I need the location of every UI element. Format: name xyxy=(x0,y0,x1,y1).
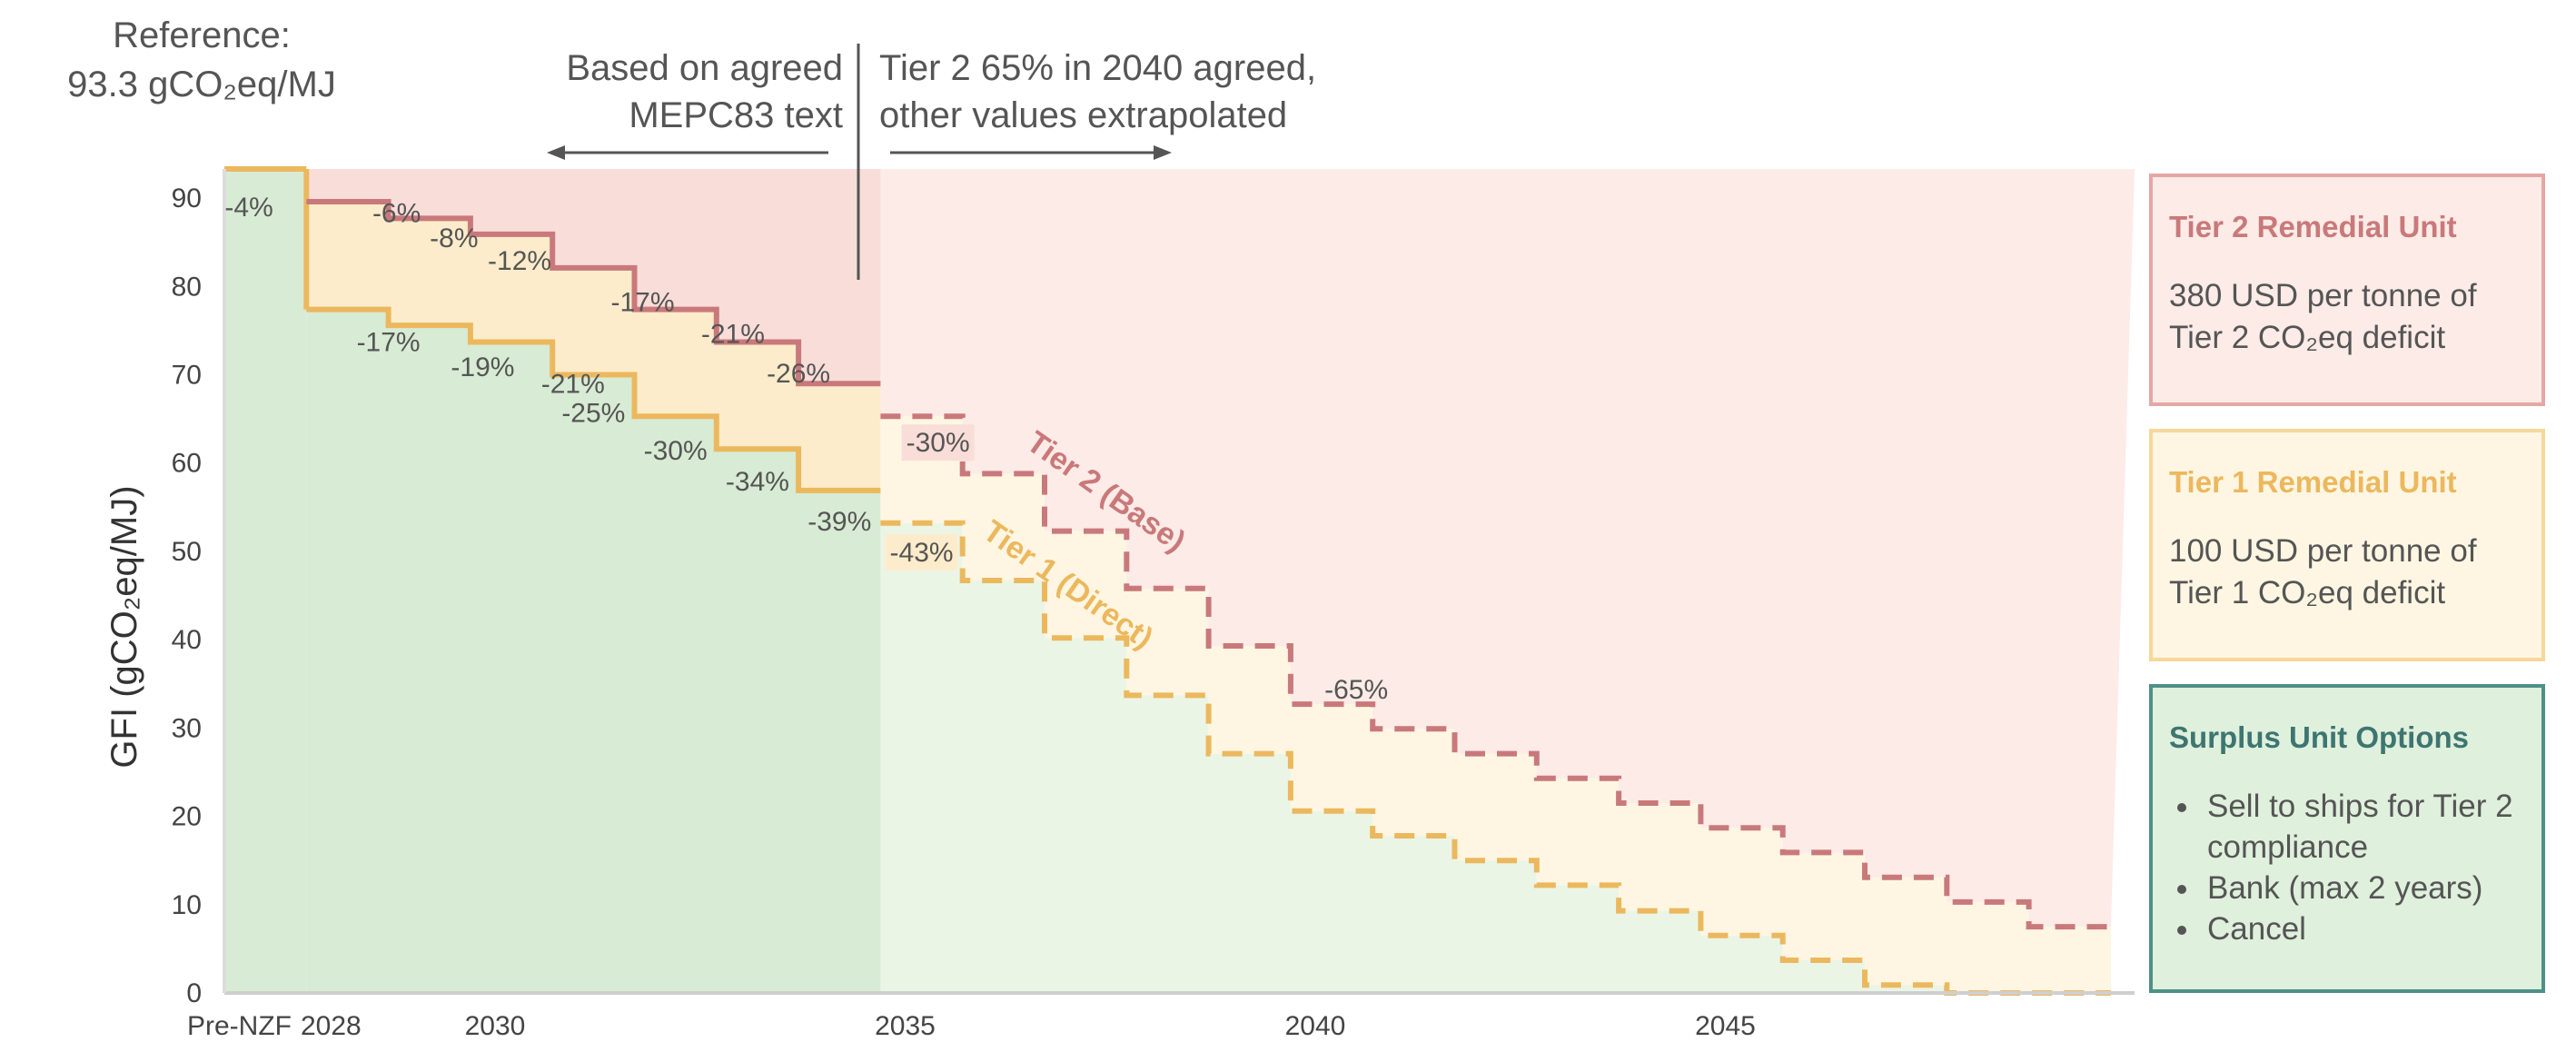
tier2-reduction-label: -8% xyxy=(430,223,478,253)
tier2-panel-title: Tier 2 Remedial Unit xyxy=(2169,210,2457,243)
y-tick-label: 70 xyxy=(172,361,202,391)
tier-lines xyxy=(224,166,2111,996)
tier1-reduction-label: -19% xyxy=(451,352,514,382)
tier1-reduction-label: -17% xyxy=(357,328,421,358)
tier2-reduction-label: -12% xyxy=(488,246,551,276)
tier1-line-extrapolated xyxy=(880,520,2111,996)
x-tick-label: 2035 xyxy=(875,1011,936,1041)
y-tick-label: 0 xyxy=(186,978,202,1008)
reference-label-line2: 93.3 gCO₂eq/MJ xyxy=(67,65,336,104)
surplus-panel-title: Surplus Unit Options xyxy=(2169,720,2469,754)
tier2-zone-agreed xyxy=(306,169,881,384)
tier2-remedial-panel: Tier 2 Remedial Unit 380 USD per tonne o… xyxy=(2149,174,2545,406)
tier1-zone-extrapolated xyxy=(880,416,2111,993)
tier1-reduction-label: -39% xyxy=(807,507,871,537)
surplus-zone-agreed xyxy=(306,309,881,994)
y-tick-label: 50 xyxy=(172,537,202,567)
compliance-zones xyxy=(224,169,2135,994)
tier2-line-agreed xyxy=(306,199,881,387)
y-tick-label: 30 xyxy=(172,713,202,743)
x-tick-label: Pre-NZF xyxy=(187,1011,292,1041)
tier2-reduction-label: -6% xyxy=(372,198,421,228)
x-tick-label: 2040 xyxy=(1285,1011,1346,1041)
surplus-option-item: Bank (max 2 years) xyxy=(2202,868,2525,908)
y-tick-label: 60 xyxy=(172,449,202,479)
surplus-option-item: Cancel xyxy=(2202,908,2525,949)
tier1-reduction-label: -43% xyxy=(890,538,954,568)
tier1-reduction-label: -25% xyxy=(561,399,625,429)
tier2-panel-line1: 380 USD per tonne of xyxy=(2169,278,2477,313)
tier1-reduction-label: -30% xyxy=(644,436,708,466)
y-tick-label: 10 xyxy=(172,890,202,920)
tier1-reduction-label-bg xyxy=(885,533,958,571)
pre-nzf-area xyxy=(224,169,307,993)
tier2-reduction-label: -26% xyxy=(767,359,830,389)
tier1-reduction-label: -21% xyxy=(541,370,605,400)
x-tick-label: 2045 xyxy=(1695,1011,1756,1041)
tier2-reduction-label: -4% xyxy=(224,193,272,223)
surplus-options-list: Sell to ships for Tier 2 compliance Bank… xyxy=(2169,786,2525,949)
reduction-labels: -4% -6%-8%-12%-17%-21%-26%-30%-65%-17%-19… xyxy=(224,193,1388,705)
annotation-arrows xyxy=(547,44,1172,280)
right-arrow-head xyxy=(1154,145,1172,160)
tier1-panel-line2: Tier 1 CO₂eq deficit xyxy=(2169,575,2446,610)
tier1-panel-title: Tier 1 Remedial Unit xyxy=(2169,465,2457,499)
y-tick-label: 80 xyxy=(172,272,202,302)
reference-label-line1: Reference: xyxy=(113,15,291,55)
surplus-unit-panel: Surplus Unit Options Sell to ships for T… xyxy=(2149,684,2545,993)
x-tick-label: 2028 xyxy=(301,1011,362,1041)
agreed-annotation-line2: MEPC83 text xyxy=(629,95,843,135)
tier2-zone-extrapolated xyxy=(880,169,2135,928)
tier2-reduction-label: -21% xyxy=(701,320,765,350)
tier2-reduction-label: -65% xyxy=(1324,675,1388,705)
surplus-option-item: Sell to ships for Tier 2 compliance xyxy=(2202,786,2525,868)
y-axis-label: GFI (gCO₂eq/MJ) xyxy=(104,485,144,768)
tier2-panel-line2: Tier 2 CO₂eq deficit xyxy=(2169,320,2446,355)
y-tick-label: 90 xyxy=(172,184,202,213)
agreed-annotation-line1: Based on agreed xyxy=(566,48,843,88)
y-tick-label: 20 xyxy=(172,802,202,832)
y-tick-label: 40 xyxy=(172,625,202,655)
surplus-zone-extrapolated xyxy=(880,522,2135,993)
tier2-reduction-label: -17% xyxy=(611,288,675,318)
left-arrow-head xyxy=(547,145,565,160)
extrapolated-annotation-line2: other values extrapolated xyxy=(879,95,1287,135)
x-tick-label: 2030 xyxy=(465,1011,526,1041)
tier1-line-agreed xyxy=(306,306,881,493)
extrapolated-annotation-line1: Tier 2 65% in 2040 agreed, xyxy=(879,48,1316,88)
tier2-reduction-label-bg xyxy=(901,424,975,462)
tier1-panel-line1: 100 USD per tonne of xyxy=(2169,533,2477,569)
tier1-zone-agreed xyxy=(306,202,881,491)
tier2-reduction-label: -30% xyxy=(907,428,970,458)
tier1-reduction-label: -34% xyxy=(726,467,789,497)
tier1-remedial-panel: Tier 1 Remedial Unit 100 USD per tonne o… xyxy=(2149,429,2545,661)
